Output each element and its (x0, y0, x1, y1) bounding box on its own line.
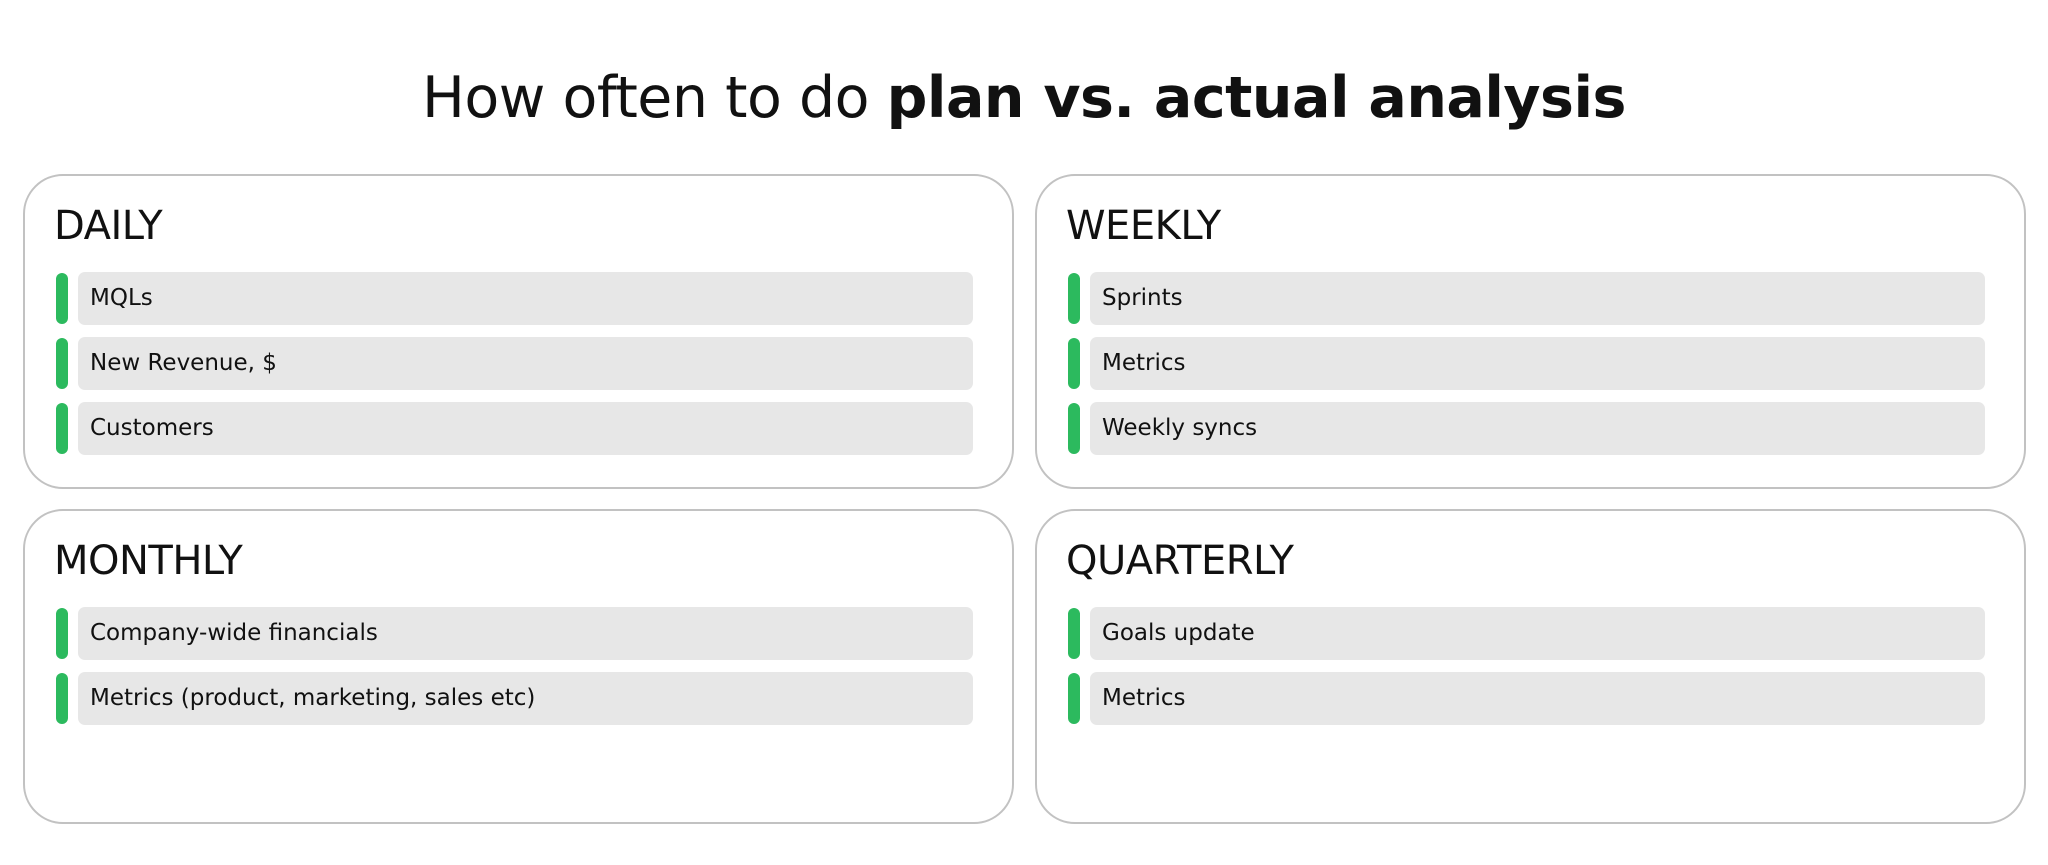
item-pill: Customers (78, 402, 973, 455)
item-pill: Weekly syncs (1090, 402, 1985, 455)
list-item: Metrics (1068, 672, 1985, 725)
accent-bar (56, 403, 68, 454)
item-list: MQLs New Revenue, $ Customers (56, 272, 973, 467)
item-pill: MQLs (78, 272, 973, 325)
accent-bar (56, 338, 68, 389)
title-emphasis: plan vs. actual analysis (886, 65, 1627, 131)
accent-bar (1068, 673, 1080, 724)
accent-bar (56, 673, 68, 724)
item-label: Weekly syncs (1102, 415, 1258, 441)
item-label: Company-wide financials (90, 620, 378, 646)
accent-bar (1068, 608, 1080, 659)
list-item: Weekly syncs (1068, 402, 1985, 455)
card-daily: DAILY MQLs New Revenue, $ Customers (23, 174, 1014, 489)
list-item: Company-wide financials (56, 607, 973, 660)
item-pill: Goals update (1090, 607, 1985, 660)
item-pill: Metrics (product, marketing, sales etc) (78, 672, 973, 725)
accent-bar (1068, 403, 1080, 454)
list-item: Goals update (1068, 607, 1985, 660)
list-item: New Revenue, $ (56, 337, 973, 390)
card-heading: MONTHLY (54, 538, 243, 584)
item-pill: Metrics (1090, 672, 1985, 725)
list-item: Metrics (product, marketing, sales etc) (56, 672, 973, 725)
card-weekly: WEEKLY Sprints Metrics Weekly syncs (1035, 174, 2026, 489)
item-list: Company-wide financials Metrics (product… (56, 607, 973, 737)
card-heading: DAILY (54, 203, 163, 249)
card-heading: WEEKLY (1066, 203, 1221, 249)
accent-bar (1068, 338, 1080, 389)
list-item: Customers (56, 402, 973, 455)
accent-bar (56, 273, 68, 324)
list-item: MQLs (56, 272, 973, 325)
title-prefix: How often to do (422, 65, 887, 131)
item-label: Customers (90, 415, 214, 441)
item-label: Metrics (product, marketing, sales etc) (90, 685, 536, 711)
card-quarterly: QUARTERLY Goals update Metrics (1035, 509, 2026, 824)
item-label: MQLs (90, 285, 153, 311)
page-title: How often to do plan vs. actual analysis (0, 58, 2048, 138)
item-pill: Sprints (1090, 272, 1985, 325)
item-pill: New Revenue, $ (78, 337, 973, 390)
accent-bar (56, 608, 68, 659)
item-pill: Company-wide financials (78, 607, 973, 660)
item-label: New Revenue, $ (90, 350, 277, 376)
accent-bar (1068, 273, 1080, 324)
item-pill: Metrics (1090, 337, 1985, 390)
card-heading: QUARTERLY (1066, 538, 1294, 584)
item-list: Sprints Metrics Weekly syncs (1068, 272, 1985, 467)
list-item: Sprints (1068, 272, 1985, 325)
card-monthly: MONTHLY Company-wide financials Metrics … (23, 509, 1014, 824)
item-label: Goals update (1102, 620, 1255, 646)
item-list: Goals update Metrics (1068, 607, 1985, 737)
item-label: Metrics (1102, 685, 1186, 711)
item-label: Sprints (1102, 285, 1183, 311)
list-item: Metrics (1068, 337, 1985, 390)
item-label: Metrics (1102, 350, 1186, 376)
